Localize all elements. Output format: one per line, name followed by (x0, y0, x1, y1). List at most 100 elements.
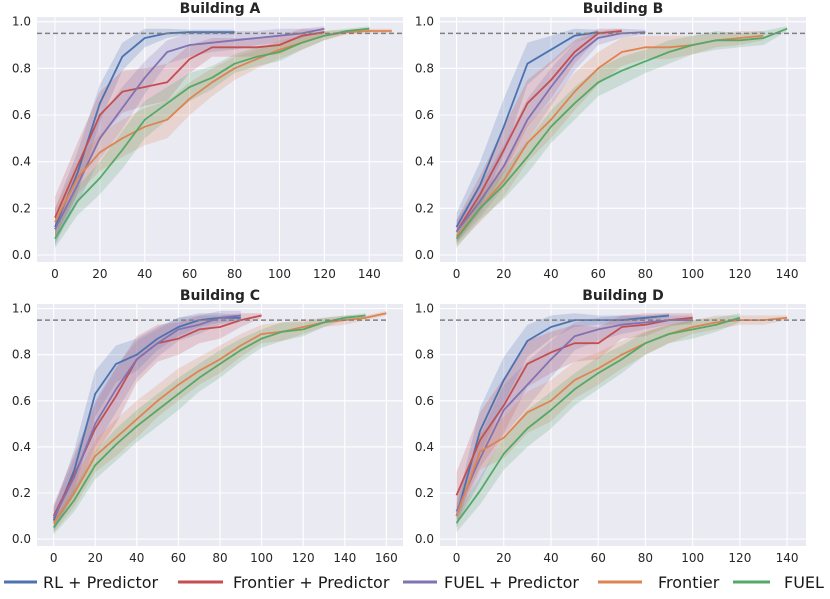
y-tick-label: 0.6 (415, 108, 434, 122)
band-frontier-plus-predictor (456, 28, 622, 244)
band-frontier-plus-predictor (53, 313, 262, 528)
plot-background (440, 304, 806, 546)
y-tick-label: 0.8 (12, 61, 31, 75)
subplot-title: Building A (180, 1, 261, 17)
x-tick-label: 120 (728, 551, 751, 565)
legend-label-fuel: FUEL (784, 573, 824, 592)
y-tick-label: 0.4 (12, 440, 31, 454)
band-rl-plus-predictor (456, 313, 669, 528)
x-tick-label: 140 (358, 267, 381, 281)
y-tick-label: 0.0 (12, 532, 31, 546)
legend-label-frontier-plus-predictor: Frontier + Predictor (233, 573, 390, 592)
x-tick-label: 40 (137, 267, 152, 281)
line-frontier-plus-predictor (455, 30, 622, 233)
line-rl-plus-predictor (455, 31, 599, 228)
y-tick-label: 0.2 (12, 201, 31, 215)
x-tick-label: 80 (638, 267, 653, 281)
band-fuel-plus-predictor (53, 310, 241, 530)
x-tick-label: 140 (776, 267, 799, 281)
x-tick-label: 100 (268, 267, 291, 281)
line-fuel (455, 27, 788, 240)
subplot-title: Building C (180, 288, 260, 304)
y-tick-label: 1.0 (12, 15, 31, 29)
x-tick-label: 60 (182, 267, 197, 281)
y-tick-label: 0.0 (415, 248, 434, 262)
y-tick-label: 0.2 (415, 486, 434, 500)
line-fuel-plus-predictor (54, 27, 325, 230)
x-tick-label: 60 (591, 551, 606, 565)
line-fuel (455, 316, 741, 524)
band-fuel (55, 26, 370, 248)
band-fuel-plus-predictor (456, 28, 646, 244)
x-tick-label: 140 (776, 551, 799, 565)
x-tick-label: 80 (638, 551, 653, 565)
legend-label-rl-plus-predictor: RL + Predictor (43, 573, 159, 592)
y-tick-label: 0.0 (12, 248, 31, 262)
band-fuel-plus-predictor (55, 26, 325, 244)
x-tick-label: 20 (496, 551, 511, 565)
line-fuel-plus-predictor (455, 319, 693, 512)
band-frontier (53, 310, 387, 533)
y-tick-label: 1.0 (415, 302, 434, 316)
x-tick-label: 140 (333, 551, 356, 565)
line-fuel-plus-predictor (455, 31, 646, 233)
x-tick-label: 160 (375, 551, 398, 565)
y-tick-label: 0.4 (415, 155, 434, 169)
y-tick-label: 0.2 (12, 486, 31, 500)
x-tick-label: 0 (453, 551, 461, 565)
line-fuel (52, 314, 366, 529)
x-tick-label: 120 (292, 551, 315, 565)
line-fuel (54, 27, 370, 240)
line-rl-plus-predictor (52, 316, 241, 521)
y-tick-label: 0.8 (415, 61, 434, 75)
y-tick-label: 0.8 (415, 348, 434, 362)
x-tick-label: 60 (591, 267, 606, 281)
x-tick-label: 20 (496, 267, 511, 281)
subplot-building-a: 0 20 40 60 80 100 120 140 0.0 0.2 0.4 0.6 0.8 1.0 Buil… (12, 1, 403, 281)
y-tick-label: 1.0 (12, 302, 31, 316)
band-fuel-plus-predictor (456, 315, 693, 526)
x-tick-label: 100 (250, 551, 273, 565)
subplot-title: Building D (582, 288, 664, 304)
band-frontier-plus-predictor (456, 313, 693, 519)
legend-label-fuel-plus-predictor: FUEL + Predictor (444, 573, 579, 592)
y-tick-label: 1.0 (415, 15, 434, 29)
x-tick-label: 0 (453, 267, 461, 281)
y-tick-label: 0.6 (415, 394, 434, 408)
y-tick-label: 0.6 (12, 394, 31, 408)
x-tick-label: 40 (543, 267, 558, 281)
y-tick-label: 0.6 (12, 108, 31, 122)
band-fuel (53, 313, 366, 535)
line-rl-plus-predictor (455, 314, 670, 517)
x-tick-label: 40 (543, 551, 558, 565)
y-tick-label: 0.4 (12, 155, 31, 169)
band-fuel (456, 313, 740, 533)
band-frontier (456, 31, 764, 246)
line-fuel-plus-predictor (52, 314, 241, 519)
band-rl-plus-predictor (53, 313, 241, 533)
band-frontier-plus-predictor (55, 28, 325, 239)
y-tick-label: 0.4 (415, 440, 434, 454)
band-frontier (456, 315, 788, 528)
x-tick-label: 100 (681, 267, 704, 281)
legend-label-frontier: Frontier (658, 573, 720, 592)
x-tick-label: 80 (212, 551, 227, 565)
subplot-building-d: 0 20 40 60 80 100 120 140 0.0 0.2 0.4 0.6 0.8 1.0 Buil… (415, 288, 806, 565)
x-tick-label: 0 (51, 267, 59, 281)
x-tick-label: 120 (313, 267, 336, 281)
legend: RL + Predictor Frontier + Predictor FUEL +… (4, 573, 824, 592)
y-tick-label: 0.0 (415, 532, 434, 546)
y-tick-label: 0.2 (415, 201, 434, 215)
x-tick-label: 100 (681, 551, 704, 565)
y-tick-label: 0.8 (12, 348, 31, 362)
x-tick-label: 0 (50, 551, 58, 565)
subplot-title: Building B (583, 1, 664, 17)
plot-background (440, 17, 806, 262)
subplot-building-b: 0 20 40 60 80 100 120 140 0.0 0.2 0.4 0.6 0.8 1.0 Buil… (415, 1, 806, 281)
x-tick-label: 120 (728, 267, 751, 281)
line-frontier-plus-predictor (455, 316, 693, 496)
plot-background (37, 17, 403, 262)
line-frontier-plus-predictor (54, 31, 325, 219)
x-tick-label: 20 (88, 551, 103, 565)
